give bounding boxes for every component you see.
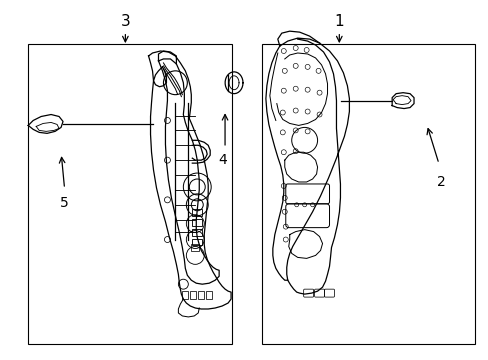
Bar: [192, 229, 202, 235]
Text: 1: 1: [334, 14, 344, 28]
Bar: [192, 239, 202, 246]
Text: 5: 5: [60, 196, 69, 210]
Text: 3: 3: [120, 14, 130, 28]
Bar: [198, 291, 204, 299]
Bar: [206, 291, 212, 299]
Bar: [190, 291, 196, 299]
Bar: [28, 44, 232, 344]
Bar: [182, 291, 188, 299]
Text: 2: 2: [436, 175, 445, 189]
Text: 4: 4: [218, 153, 226, 167]
Bar: [192, 219, 202, 226]
Bar: [192, 209, 202, 216]
Bar: [261, 44, 474, 344]
Bar: [191, 243, 199, 251]
